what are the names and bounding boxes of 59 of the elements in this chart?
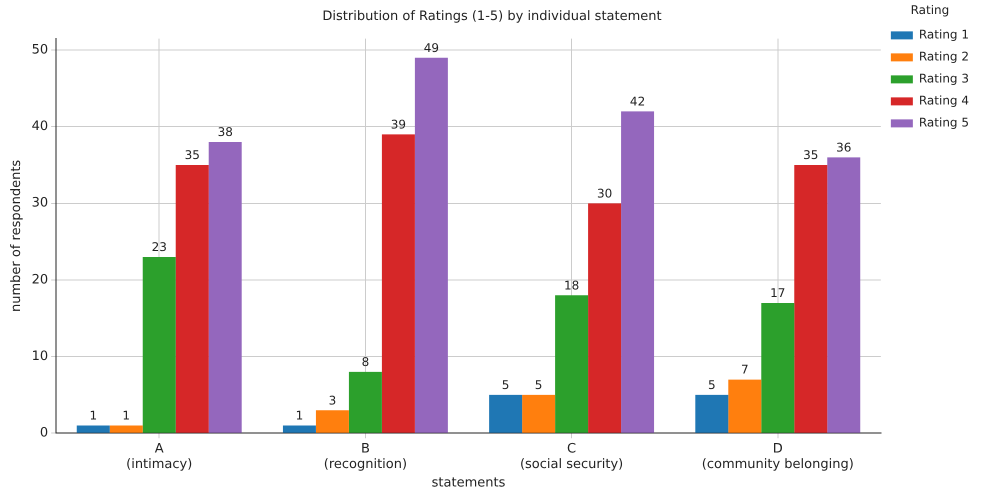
y-tick-label: 20 <box>32 272 48 288</box>
bar <box>382 134 415 433</box>
y-tick-label: 50 <box>32 42 48 58</box>
bar <box>414 58 448 433</box>
bar <box>208 142 242 433</box>
y-tick-label: 40 <box>32 119 48 134</box>
legend-label: Rating 3 <box>918 72 969 86</box>
data-label: 49 <box>424 40 440 55</box>
y-tick-label: 30 <box>32 196 48 211</box>
data-label: 8 <box>362 355 370 370</box>
legend-label: Rating 2 <box>918 50 969 64</box>
data-label: 1 <box>296 408 304 423</box>
legend-label: Rating 1 <box>918 28 969 42</box>
bar <box>621 111 654 433</box>
y-axis-title: number of respondents <box>9 160 24 312</box>
y-tick-label: 10 <box>32 348 48 364</box>
x-axis-title: statements <box>432 476 506 491</box>
x-tick-label: A (intimacy) <box>126 441 192 472</box>
data-label: 35 <box>803 148 818 162</box>
data-label: 30 <box>596 186 612 200</box>
data-label: 3 <box>328 393 336 408</box>
data-label: 36 <box>836 140 852 154</box>
bar <box>282 426 316 433</box>
data-label: 39 <box>390 118 406 132</box>
data-label: 35 <box>184 148 200 162</box>
x-tick-label: D (community belonging) <box>702 441 854 472</box>
data-label: 18 <box>564 278 580 292</box>
x-tick-label: C (social security) <box>520 441 624 472</box>
data-label: 17 <box>770 286 786 300</box>
data-label: 42 <box>630 94 646 109</box>
legend-title: Rating <box>910 3 950 18</box>
bar <box>695 394 728 433</box>
data-label: 1 <box>122 408 130 423</box>
bar <box>794 165 828 433</box>
data-label: 5 <box>708 378 716 392</box>
chart-title: Distribution of Ratings (1-5) by individual statement <box>322 9 662 24</box>
bar <box>588 203 622 433</box>
bar <box>348 372 382 433</box>
bar <box>316 410 349 433</box>
x-tick-label: B (recognition) <box>324 441 408 472</box>
data-label: 23 <box>152 240 167 254</box>
data-label: 7 <box>740 362 749 377</box>
bar <box>728 380 762 433</box>
bar <box>110 426 143 433</box>
bar <box>827 157 860 433</box>
bar <box>76 426 110 433</box>
data-label: 38 <box>218 125 233 140</box>
y-tick-label: 0 <box>40 426 48 441</box>
bar <box>761 302 794 433</box>
bar <box>555 295 588 433</box>
data-label: 5 <box>534 378 542 392</box>
bar <box>489 394 522 433</box>
legend-label: Rating 4 <box>918 94 969 108</box>
bar <box>142 256 176 433</box>
data-label: 1 <box>89 408 98 423</box>
bar <box>522 394 556 433</box>
bar <box>176 165 209 433</box>
legend-label: Rating 5 <box>918 116 969 130</box>
data-label: 5 <box>502 378 510 392</box>
